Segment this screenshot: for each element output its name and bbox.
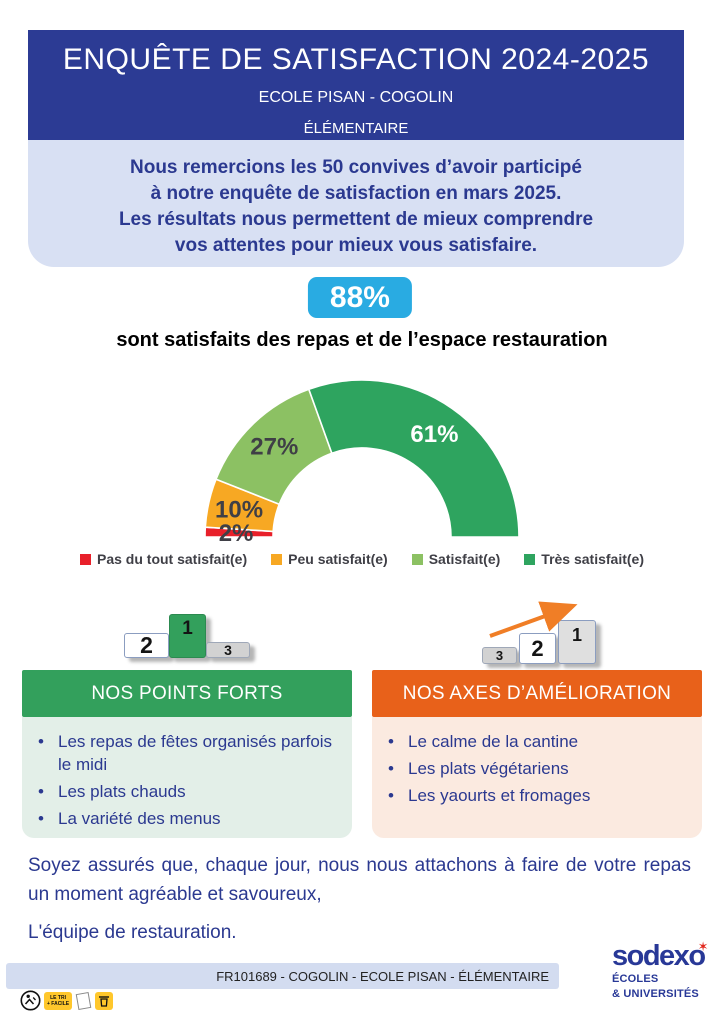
improvements-list: Le calme de la cantine Les plats végétari… <box>382 730 690 807</box>
satisfaction-gauge-chart: 2% 10% 27% 61% <box>132 367 592 557</box>
legend-swatch-icon <box>271 553 283 565</box>
poster-header: ENQUÊTE DE SATISFACTION 2024-2025 ECOLE … <box>28 30 684 140</box>
strengths-panel: NOS POINTS FORTS Les repas de fêtes orga… <box>22 670 352 838</box>
podium-block-rank1: 1 <box>558 620 596 664</box>
triman-recycling-icon <box>20 990 41 1011</box>
sodexo-logo: sodexo ✶ ÉCOLES & UNIVERSITÉS <box>612 939 724 1001</box>
list-item: Les plats végétariens <box>382 757 690 780</box>
legend-item-2: Satisfait(e) <box>411 551 501 567</box>
gauge-value-label-3: 61% <box>410 421 458 448</box>
site-reference: FR101689 - COGOLIN - ECOLE PISAN - ÉLÉME… <box>216 968 549 984</box>
page-title: ENQUÊTE DE SATISFACTION 2024-2025 <box>62 43 650 76</box>
sodexo-star-icon: ✶ <box>697 939 709 954</box>
list-item: Les repas de fêtes organisés parfois le … <box>32 730 340 776</box>
podium-improvements: 3 2 1 <box>482 598 642 664</box>
footer-reference-bar: FR101689 - COGOLIN - ECOLE PISAN - ÉLÉME… <box>6 963 559 989</box>
sodexo-tagline: ÉCOLES <box>612 973 659 985</box>
intro-line: Les résultats nous permettent de mieux c… <box>118 209 594 230</box>
podium-strengths: 2 1 3 <box>124 613 264 658</box>
intro-line: à notre enquête de satisfaction en mars … <box>150 183 562 204</box>
signature: L'équipe de restauration. <box>28 922 237 943</box>
strengths-header: NOS POINTS FORTS <box>22 670 352 717</box>
legend-item-3: Très satisfait(e) <box>524 551 644 567</box>
school-level: ÉLÉMENTAIRE <box>303 120 409 137</box>
strengths-body: Les repas de fêtes organisés parfois le … <box>22 717 352 838</box>
legend-label: Satisfait(e) <box>428 551 501 567</box>
legend-swatch-icon <box>524 553 536 565</box>
legend-label: Pas du tout satisfait(e) <box>96 551 248 567</box>
podium-block-rank2: 2 <box>519 633 556 664</box>
sorting-bin-icon <box>95 991 114 1010</box>
legend-label: Peu satisfait(e) <box>288 551 388 567</box>
podium-block-rank2: 2 <box>124 632 169 658</box>
podium-block-rank3: 3 <box>482 647 517 664</box>
gauge-value-label-1: 10% <box>215 497 263 524</box>
list-item: La variété des menus <box>32 807 340 830</box>
paper-sheet-icon <box>75 991 92 1010</box>
legend-label: Très satisfait(e) <box>541 551 645 567</box>
sodexo-wordmark: sodexo ✶ <box>612 939 709 971</box>
list-item: Les yaourts et fromages <box>382 784 690 807</box>
intro-line: Nous remercions les 50 convives d’avoir … <box>130 157 582 178</box>
legend-item-0: Pas du tout satisfait(e) <box>79 551 248 567</box>
kpi-badge: 88% <box>307 277 412 318</box>
legend-swatch-icon <box>79 553 91 565</box>
gauge-legend: Pas du tout satisfait(e) Peu satisfait(e)… <box>0 551 724 567</box>
gauge-value-label-0: 2% <box>219 520 254 547</box>
gauge-value-label-2: 27% <box>250 434 298 461</box>
strengths-list: Les repas de fêtes organisés parfois le … <box>32 730 340 830</box>
sodexo-tagline: & UNIVERSITÉS <box>612 988 699 1000</box>
kpi-caption: sont satisfaits des repas et de l’espace… <box>116 329 608 351</box>
improvements-body: Le calme de la cantine Les plats végétari… <box>372 717 702 838</box>
school-name: ECOLE PISAN - COGOLIN <box>258 89 454 106</box>
info-tri-badge: LE TRI + FACILE <box>44 991 73 1010</box>
half-donut-gauge: 2%10% 27% 61% <box>204 379 520 547</box>
list-item: Le calme de la cantine <box>382 730 690 753</box>
closing-paragraph: Soyez assurés que, chaque jour, nous nou… <box>28 855 691 905</box>
gauge-segment-3 <box>307 379 520 538</box>
improvements-panel: NOS AXES D’AMÉLIORATION Le calme de la c… <box>372 670 702 838</box>
intro-line: vos attentes pour mieux vous satisfaire. <box>174 235 538 256</box>
podium-block-rank1: 1 <box>169 614 206 658</box>
podium-block-rank3: 3 <box>206 642 250 658</box>
list-item: Les plats chauds <box>32 780 340 803</box>
legend-swatch-icon <box>411 553 423 565</box>
improvements-header: NOS AXES D’AMÉLIORATION <box>372 670 702 717</box>
recycling-info-icons: LE TRI + FACILE <box>20 990 114 1011</box>
intro-box: Nous remercions les 50 convives d’avoir … <box>28 140 684 267</box>
legend-item-1: Peu satisfait(e) <box>271 551 388 567</box>
